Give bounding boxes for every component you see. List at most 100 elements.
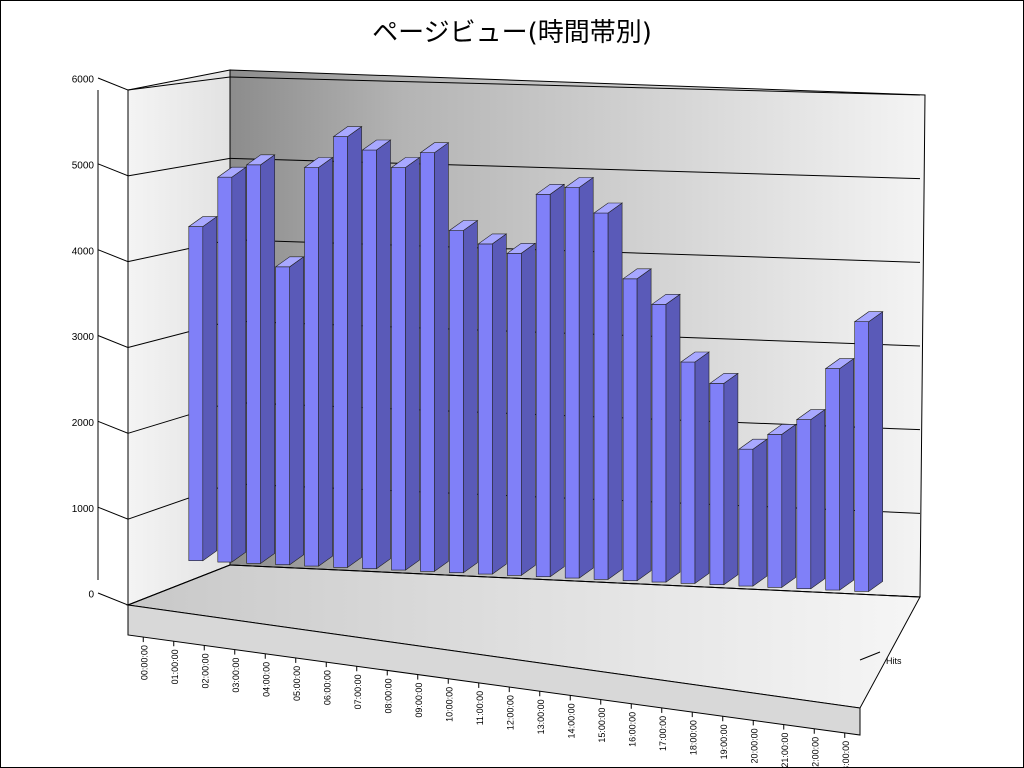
- bar-side: [520, 242, 536, 576]
- bar-side: [405, 156, 420, 571]
- bar: [825, 368, 841, 591]
- bar-top: [274, 256, 305, 268]
- x-tick-label: 03:00:00: [231, 658, 241, 693]
- series-depth-label: Hits: [886, 656, 902, 666]
- bar: [304, 167, 319, 567]
- bar-top: [419, 142, 450, 153]
- bar-side: [376, 139, 391, 570]
- bar: [188, 226, 204, 562]
- x-tick-label: 04:00:00: [262, 662, 272, 697]
- y-tick-mark: [97, 335, 129, 348]
- bar: [506, 253, 522, 576]
- chart-title: ページビュー(時間帯別): [372, 18, 652, 48]
- gridline: [229, 564, 921, 598]
- y-tick-label: 6000: [72, 75, 95, 86]
- bar: [709, 383, 725, 586]
- x-tick-label: 10:00:00: [445, 687, 455, 722]
- bar-side: [781, 423, 797, 588]
- bar: [651, 303, 667, 583]
- bar-top: [332, 126, 363, 137]
- bar-side: [463, 219, 478, 574]
- floor-front-edge: [127, 604, 861, 736]
- bar-top: [361, 139, 392, 151]
- y-tick-mark: [97, 506, 129, 520]
- x-tick-label: 11:00:00: [475, 691, 485, 725]
- bar-side: [578, 176, 594, 579]
- bar: [535, 194, 551, 578]
- bar-top: [564, 177, 595, 188]
- bar-top: [766, 424, 797, 435]
- x-tick-label: 23:00:00: [841, 741, 851, 768]
- bar-side: [810, 409, 826, 590]
- bar-side: [607, 202, 623, 580]
- x-tick-label: 02:00:00: [201, 653, 211, 688]
- x-tick-label: 08:00:00: [384, 678, 394, 713]
- bar-top: [390, 157, 421, 168]
- y-tick-mark: [97, 77, 129, 91]
- y-tick-label: 2000: [72, 418, 95, 429]
- bar-top: [680, 351, 710, 363]
- bar-top: [824, 358, 855, 369]
- bar-side: [694, 351, 710, 584]
- bar-side: [839, 358, 855, 591]
- x-tick-label: 05:00:00: [292, 666, 302, 701]
- bar: [680, 361, 696, 584]
- bar: [593, 212, 609, 580]
- bar-side: [723, 372, 739, 586]
- bar: [246, 164, 262, 564]
- bar-side: [636, 268, 652, 582]
- x-tick-label: 00:00:00: [140, 645, 150, 680]
- bar: [796, 419, 812, 590]
- bar-side: [868, 311, 884, 592]
- bar-side: [549, 183, 565, 578]
- bar-top: [477, 233, 508, 245]
- x-tick-label: 13:00:00: [536, 699, 546, 734]
- bar-top: [795, 409, 826, 420]
- bar: [767, 434, 783, 588]
- bar-top: [737, 438, 768, 450]
- bar-side: [289, 256, 305, 566]
- gridline-side: [127, 76, 231, 91]
- bar-top: [593, 202, 624, 214]
- y-tick-mark: [97, 592, 129, 606]
- bar-top: [535, 184, 566, 195]
- bar: [477, 243, 493, 575]
- bar-side: [491, 233, 507, 575]
- bar-top: [216, 166, 247, 178]
- bar: [275, 266, 291, 566]
- x-tick-label: 07:00:00: [353, 674, 363, 709]
- bar: [362, 149, 377, 570]
- y-tick-label: 5000: [72, 160, 95, 171]
- x-tick-label: 18:00:00: [689, 720, 699, 755]
- x-tick-label: 01:00:00: [170, 649, 180, 684]
- bar-side: [260, 154, 276, 564]
- y-tick-label: 1000: [72, 504, 95, 515]
- y-tick-label: 3000: [72, 332, 95, 343]
- bar: [333, 136, 348, 568]
- y-tick-mark: [97, 249, 129, 263]
- x-tick-label: 16:00:00: [628, 712, 638, 747]
- x-tick-label: 06:00:00: [323, 670, 333, 705]
- x-tick-label: 15:00:00: [597, 708, 607, 743]
- bar-side: [434, 142, 449, 572]
- x-tick-label: 20:00:00: [750, 728, 760, 763]
- bar: [420, 152, 435, 572]
- bar-side: [318, 156, 333, 567]
- bar-side: [752, 438, 768, 587]
- x-tick-label: 17:00:00: [658, 716, 668, 751]
- x-tick-label: 12:00:00: [506, 695, 516, 730]
- gridline-side: [127, 157, 231, 177]
- y-tick-label: 4000: [72, 246, 95, 257]
- bar-top: [303, 157, 334, 168]
- bar-top: [506, 243, 537, 254]
- bar-side: [231, 166, 247, 563]
- bar-top: [622, 268, 653, 280]
- x-tick-label: 22:00:00: [811, 737, 821, 768]
- bar-side: [665, 293, 681, 583]
- bar-top: [448, 220, 479, 231]
- bar: [391, 167, 406, 571]
- gridline-side: [127, 564, 231, 606]
- depth-tick: [859, 651, 881, 661]
